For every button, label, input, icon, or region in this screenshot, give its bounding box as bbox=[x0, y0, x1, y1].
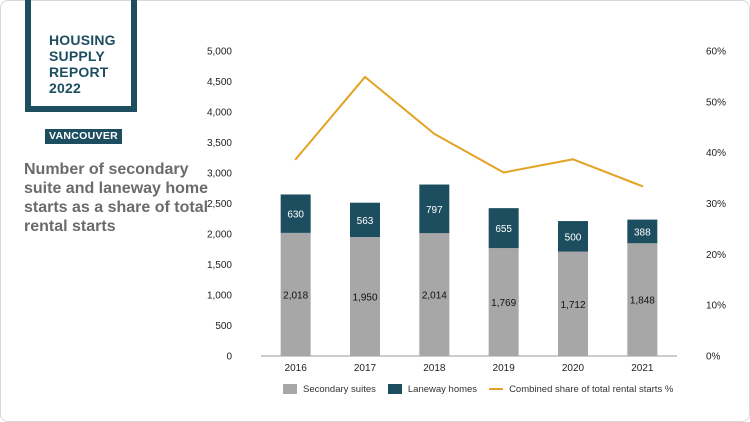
data-label-secondary-suites: 2,018 bbox=[283, 290, 308, 301]
report-title-line: 2022 bbox=[49, 80, 81, 96]
share-line-point bbox=[294, 158, 297, 161]
bar-secondary-suites bbox=[558, 251, 588, 356]
y-left-tick-label: 4,500 bbox=[207, 77, 232, 88]
legend-label: Laneway homes bbox=[407, 383, 478, 395]
y-right-tick-label: 60% bbox=[706, 47, 726, 58]
y-left-tick-label: 2,500 bbox=[207, 199, 232, 210]
chart-headline: Number of secondary suite and laneway ho… bbox=[24, 161, 209, 235]
legend-swatch-share-line bbox=[489, 388, 504, 390]
y-right-tick-label: 50% bbox=[706, 97, 726, 108]
report-title-line: HOUSING bbox=[49, 32, 116, 48]
bar-secondary-suites bbox=[488, 248, 519, 356]
legend-item-share-line: Combined share of total rental starts % bbox=[489, 384, 673, 395]
report-title-line: SUPPLY bbox=[49, 48, 105, 64]
bar-laneway-homes bbox=[280, 194, 311, 233]
data-label-laneway-homes: 797 bbox=[426, 205, 443, 216]
x-tick-label: 2017 bbox=[354, 363, 377, 374]
region-tag: VANCOUVER bbox=[45, 129, 123, 144]
legend-swatch-laneway-homes bbox=[387, 384, 402, 394]
y-left-tick-label: 2,000 bbox=[207, 230, 232, 241]
data-label-laneway-homes: 500 bbox=[565, 232, 582, 243]
x-tick-label: 2019 bbox=[493, 363, 516, 374]
bar-secondary-suites bbox=[419, 233, 450, 356]
x-tick-label: 2021 bbox=[631, 363, 654, 374]
y-left-tick-label: 3,000 bbox=[207, 169, 232, 180]
y-left-tick-label: 4,000 bbox=[207, 108, 232, 119]
legend-label: Combined share of total rental starts % bbox=[509, 383, 674, 395]
legend-item-secondary-suites: Secondary suites bbox=[283, 384, 376, 395]
y-left-tick-label: 0 bbox=[226, 352, 232, 363]
x-tick-label: 2016 bbox=[285, 363, 308, 374]
x-tick-label: 2020 bbox=[562, 363, 585, 374]
bar-laneway-homes bbox=[488, 208, 519, 249]
data-label-secondary-suites: 2,014 bbox=[422, 291, 447, 302]
data-label-laneway-homes: 563 bbox=[357, 216, 374, 227]
share-line-point bbox=[572, 158, 574, 161]
bar-secondary-suites bbox=[280, 232, 311, 356]
data-label-laneway-homes: 655 bbox=[495, 224, 512, 235]
y-left-tick-label: 1,000 bbox=[207, 291, 232, 302]
chart-legend: Secondary suites Laneway homes Combined … bbox=[283, 382, 673, 396]
x-tick-label: 2018 bbox=[423, 363, 446, 374]
share-line-point bbox=[641, 185, 644, 188]
share-line bbox=[294, 75, 643, 188]
y-left-tick-label: 5,000 bbox=[207, 47, 232, 58]
y-left-tick-label: 1,500 bbox=[207, 260, 232, 271]
y-right-tick-label: 0% bbox=[706, 352, 721, 363]
data-label-secondary-suites: 1,848 bbox=[630, 296, 655, 307]
y-right-tick-label: 30% bbox=[706, 199, 726, 210]
share-line-point bbox=[433, 132, 436, 135]
report-title-line: REPORT bbox=[49, 64, 109, 80]
bar-laneway-homes bbox=[419, 184, 450, 234]
legend-swatch-secondary-suites bbox=[283, 384, 297, 394]
data-label-secondary-suites: 1,712 bbox=[560, 300, 585, 311]
bar-laneway-homes bbox=[627, 219, 658, 244]
y-right-tick-label: 10% bbox=[706, 301, 726, 312]
y-right-tick-label: 40% bbox=[706, 148, 726, 159]
share-line-point bbox=[502, 171, 505, 174]
bar-laneway-homes bbox=[350, 202, 380, 238]
report-title-box: HOUSING SUPPLY REPORT 2022 bbox=[25, 0, 137, 112]
y-right-tick-label: 20% bbox=[706, 250, 726, 261]
data-label-secondary-suites: 1,950 bbox=[352, 293, 377, 304]
legend-label: Secondary suites bbox=[303, 383, 376, 395]
data-label-laneway-homes: 630 bbox=[287, 210, 304, 221]
y-left-tick-label: 3,500 bbox=[207, 138, 232, 149]
bar-secondary-suites bbox=[627, 243, 658, 356]
data-label-secondary-suites: 1,769 bbox=[491, 298, 516, 309]
share-line-point bbox=[364, 75, 366, 78]
report-title: HOUSING SUPPLY REPORT 2022 bbox=[49, 32, 144, 96]
bar-secondary-suites bbox=[350, 237, 380, 356]
bar-laneway-homes bbox=[558, 221, 588, 252]
y-left-tick-label: 500 bbox=[215, 321, 232, 332]
legend-item-laneway-homes: Laneway homes bbox=[387, 383, 478, 395]
data-label-laneway-homes: 388 bbox=[634, 227, 651, 238]
